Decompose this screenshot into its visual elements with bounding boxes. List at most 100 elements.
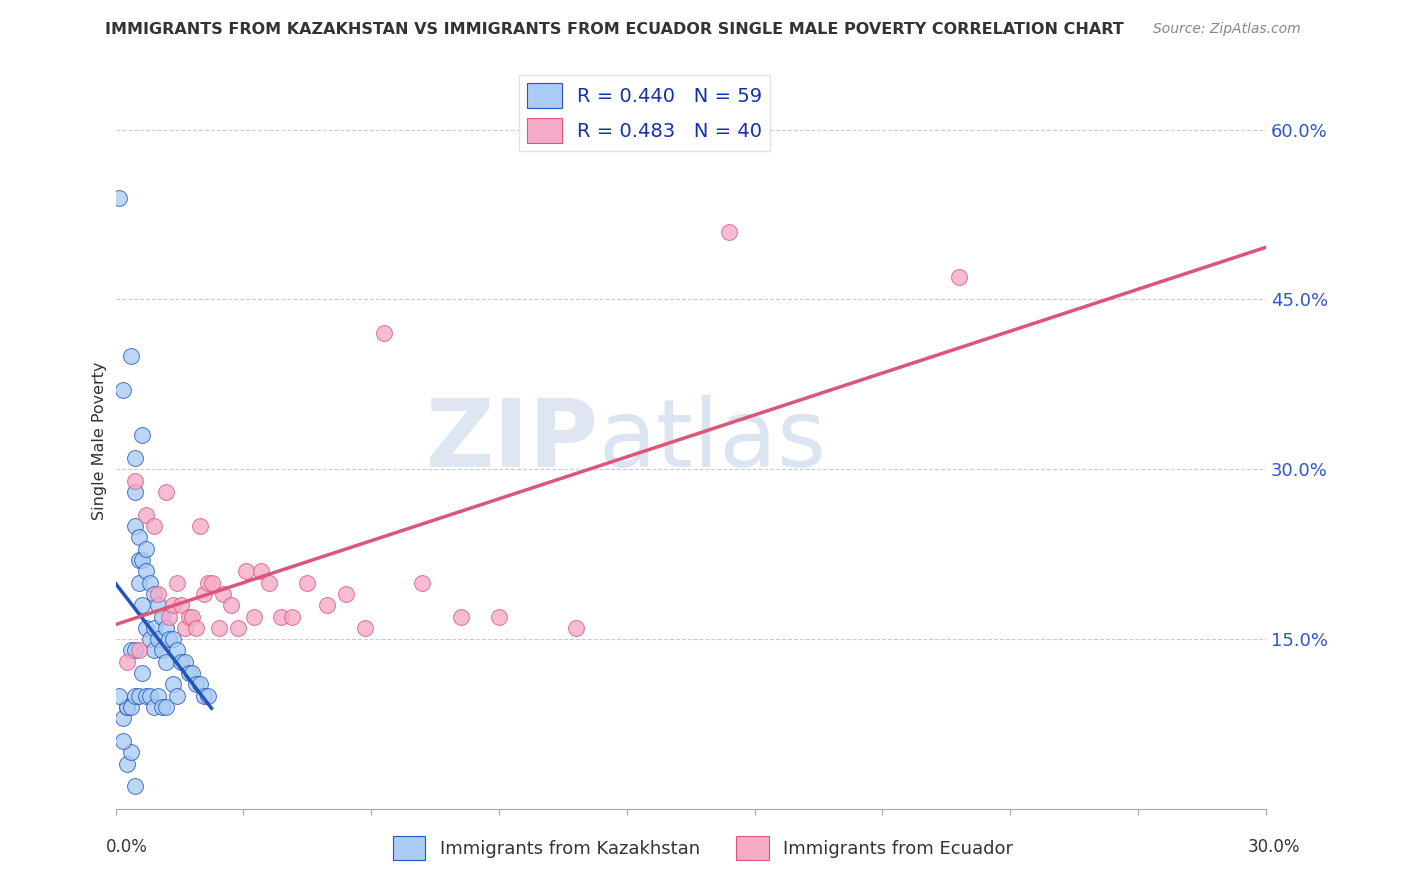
Point [131,428,153,442]
Point [124,519,146,533]
Text: atlas: atlas [599,395,827,487]
Point [162,632,184,647]
Point [115,756,138,771]
Point [146,632,169,647]
Point [135,689,157,703]
Point [166,689,188,703]
Point [120,745,142,759]
Point [219,598,242,612]
Point [157,632,180,647]
Point [135,621,157,635]
Point [143,519,166,533]
Point [143,587,166,601]
Point [193,689,215,703]
Point [181,666,204,681]
Point [166,575,188,590]
Point [120,700,142,714]
Point [108,689,131,703]
Point [143,643,166,657]
Text: IMMIGRANTS FROM KAZAKHSTAN VS IMMIGRANTS FROM ECUADOR SINGLE MALE POVERTY CORREL: IMMIGRANTS FROM KAZAKHSTAN VS IMMIGRANTS… [105,22,1125,37]
Point [135,564,157,578]
Point [112,383,135,397]
Point [155,485,177,500]
Point [564,621,586,635]
Point [170,655,193,669]
Point [112,734,135,748]
Point [173,621,195,635]
Legend: Immigrants from Kazakhstan, Immigrants from Ecuador: Immigrants from Kazakhstan, Immigrants f… [385,830,1021,867]
Point [108,190,131,204]
Point [150,609,173,624]
Point [124,474,146,488]
Point [131,666,153,681]
Point [242,609,264,624]
Point [135,508,157,522]
Point [146,689,169,703]
Point [128,530,150,544]
Point [162,677,184,691]
Point [115,700,138,714]
Point [162,598,184,612]
Point [146,598,169,612]
Point [115,700,138,714]
Point [235,564,257,578]
Point [128,643,150,657]
Point [166,643,188,657]
Point [155,655,177,669]
Point [120,349,142,363]
Point [124,780,146,794]
Point [150,643,173,657]
Point [197,575,219,590]
Point [718,225,741,239]
Point [181,609,204,624]
Point [143,700,166,714]
Text: Source: ZipAtlas.com: Source: ZipAtlas.com [1153,22,1301,37]
Point [948,269,970,284]
Text: ZIP: ZIP [426,395,599,487]
Point [128,689,150,703]
Point [212,587,235,601]
Text: 0.0%: 0.0% [105,838,148,855]
Point [128,553,150,567]
Point [315,598,337,612]
Point [250,564,273,578]
Point [270,609,292,624]
Point [177,609,200,624]
Point [124,689,146,703]
Point [373,326,395,341]
Point [112,711,135,725]
Point [120,643,142,657]
Point [186,677,208,691]
Point [188,677,211,691]
Point [135,541,157,556]
Point [146,587,169,601]
Text: 30.0%: 30.0% [1249,838,1301,855]
Point [353,621,375,635]
Point [155,700,177,714]
Point [411,575,433,590]
Point [157,609,180,624]
Point [186,621,208,635]
Point [115,655,138,669]
Point [488,609,510,624]
Point [173,655,195,669]
Point [450,609,472,624]
Point [228,621,250,635]
Legend: R = 0.440   N = 59, R = 0.483   N = 40: R = 0.440 N = 59, R = 0.483 N = 40 [519,75,770,151]
Point [155,621,177,635]
Point [335,587,357,601]
Point [281,609,304,624]
Point [193,587,215,601]
Point [200,575,222,590]
Point [139,689,162,703]
Point [124,643,146,657]
Point [139,575,162,590]
Point [131,553,153,567]
Point [197,689,219,703]
Point [257,575,280,590]
Point [297,575,319,590]
Point [128,575,150,590]
Point [124,485,146,500]
Point [139,632,162,647]
Point [150,700,173,714]
